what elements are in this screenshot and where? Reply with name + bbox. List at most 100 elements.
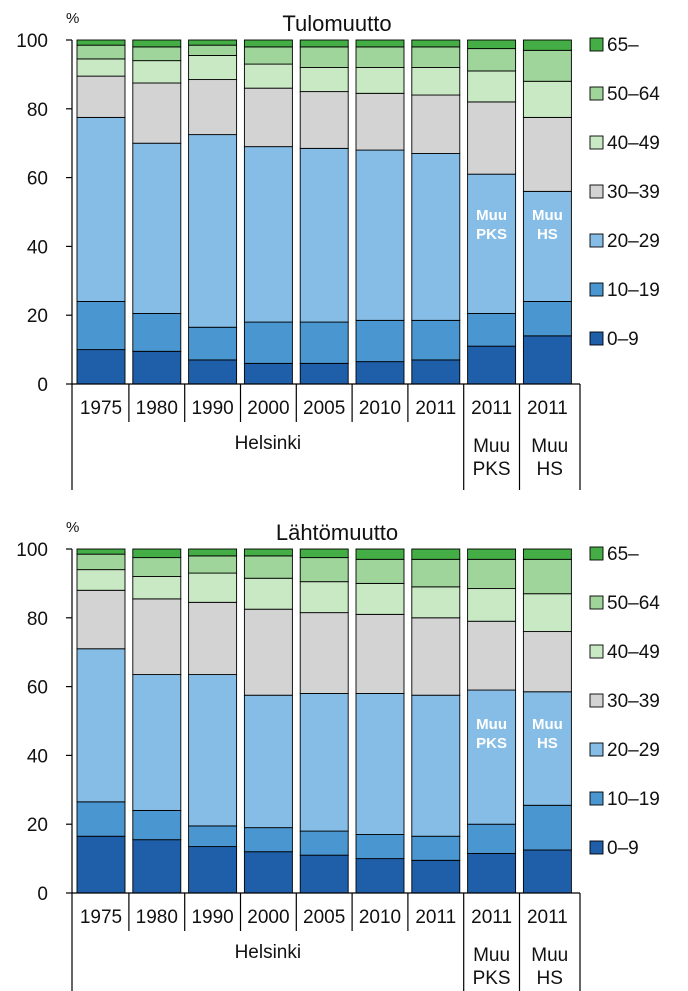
x-tick-label: 2011 <box>527 907 568 928</box>
legend-label: 50–64 <box>607 84 660 105</box>
bar-segment-0-9 <box>522 849 572 894</box>
bar-segment-0-9 <box>467 345 517 385</box>
legend-swatch <box>589 135 604 150</box>
bar-segment-10-19 <box>355 834 405 860</box>
bar-segment-30-39 <box>76 589 126 650</box>
bar-segment-40-49 <box>132 60 182 84</box>
bar-segment-30-39 <box>467 101 517 175</box>
bar-segment-20-29 <box>132 142 182 314</box>
legend-swatch <box>589 184 604 199</box>
bar-segment-65 <box>522 39 572 51</box>
bar-segment-50-64 <box>299 557 349 583</box>
x-tick-label: 2011 <box>471 907 512 928</box>
legend-label: 50–64 <box>607 593 660 614</box>
y-tick-label: 20 <box>27 815 48 836</box>
x-tick-label: 1990 <box>191 907 233 928</box>
bar-segment-20-29 <box>299 147 349 323</box>
y-tick-label: 60 <box>27 678 48 699</box>
bar-segment-50-64 <box>355 558 405 584</box>
bar-segment-40-49 <box>411 67 461 96</box>
bar-segment-0-9 <box>243 851 293 894</box>
bar-segment-65 <box>243 548 293 557</box>
bar-segment-10-19 <box>299 321 349 364</box>
x-tick-label: 1990 <box>191 398 233 419</box>
bar-segment-10-19 <box>522 804 572 851</box>
bar-segment-50-64 <box>132 46 182 62</box>
bar-segment-40-49 <box>355 67 405 94</box>
legend-label: 40–49 <box>607 133 660 154</box>
bar-segment-20-29 <box>411 694 461 837</box>
bar-segment-40-49 <box>299 67 349 93</box>
bar-segment-65 <box>467 39 517 50</box>
legend-label: 65– <box>607 35 639 56</box>
legend: 65– 50–64 40–49 30–39 20–29 10–19 0–9 <box>589 35 660 350</box>
bar-segment-0-9 <box>355 361 405 385</box>
bar-segment-0-9 <box>132 839 182 894</box>
bar-segment-40-49 <box>522 80 572 118</box>
bar-segment-20-29 <box>411 153 461 321</box>
bar-segment-30-39 <box>411 94 461 154</box>
bar-segment-0-9 <box>299 362 349 385</box>
bar-segment-65 <box>522 548 572 560</box>
bar-segment-0-9 <box>188 359 238 385</box>
bar-segment-40-49 <box>76 58 126 77</box>
bar-segment-65 <box>355 548 405 560</box>
chart-title: Tulomuutto <box>282 11 391 36</box>
legend-swatch <box>589 742 604 757</box>
bar-segment-10-19 <box>188 825 238 848</box>
legend-swatch <box>589 644 604 659</box>
bar-segment-20-29 <box>188 674 238 827</box>
bar-segment-0-9 <box>188 846 238 894</box>
bar-segment-50-64 <box>76 553 126 571</box>
bar-segment-50-64 <box>355 46 405 68</box>
bar-segment-0-9 <box>76 835 126 894</box>
legend-label: 30–39 <box>607 691 660 712</box>
bar-segment-0-9 <box>355 858 405 894</box>
bar-segment-20-29 <box>76 116 126 302</box>
bar-segment-40-49 <box>299 581 349 614</box>
bar-annotation: Muu PKS <box>476 716 507 752</box>
bar-segment-50-64 <box>467 48 517 72</box>
bar-segment-30-39 <box>411 617 461 696</box>
bar-segment-40-49 <box>411 586 461 619</box>
x-tick-label: 2000 <box>247 398 289 419</box>
x-tick-label: 2005 <box>303 907 345 928</box>
x-tick-label: 1975 <box>80 907 122 928</box>
bar-segment-10-19 <box>467 823 517 854</box>
bar-segment-65 <box>299 39 349 48</box>
bar-segment-0-9 <box>522 335 572 385</box>
bar-segment-10-19 <box>299 830 349 856</box>
legend-label: 0–9 <box>607 838 639 859</box>
bar-segment-30-39 <box>188 79 238 136</box>
legend-swatch <box>589 233 604 248</box>
bar-segment-65 <box>411 548 461 560</box>
x-tick-label: 2011 <box>527 398 568 419</box>
bar-segment-20-29 <box>467 689 517 825</box>
bar-segment-50-64 <box>299 46 349 68</box>
legend-swatch <box>589 595 604 610</box>
x-group-label: Helsinki <box>235 942 302 963</box>
bar-segment-65 <box>355 39 405 48</box>
bar-segment-50-64 <box>243 555 293 579</box>
legend-label: 20–29 <box>607 231 660 252</box>
legend-label: 20–29 <box>607 740 660 761</box>
bar-segment-20-29 <box>522 691 572 806</box>
bar-segment-10-19 <box>411 835 461 861</box>
bar-segment-40-49 <box>355 582 405 615</box>
legend-swatch <box>589 546 604 561</box>
y-tick-label: 0 <box>37 884 48 905</box>
bar-segment-50-64 <box>522 558 572 595</box>
legend-label: 10–19 <box>607 789 660 810</box>
y-tick-label: 40 <box>27 237 48 258</box>
bar-segment-65 <box>411 39 461 48</box>
bar-segment-0-9 <box>243 362 293 385</box>
bar-segment-30-39 <box>188 601 238 676</box>
bar-segment-20-29 <box>132 674 182 811</box>
bar-segment-50-64 <box>76 44 126 60</box>
bar-segment-30-39 <box>355 92 405 151</box>
bar-segment-10-19 <box>411 319 461 361</box>
bar-segment-0-9 <box>76 349 126 385</box>
y-tick-label: 40 <box>27 746 48 767</box>
bar-segment-50-64 <box>411 46 461 68</box>
